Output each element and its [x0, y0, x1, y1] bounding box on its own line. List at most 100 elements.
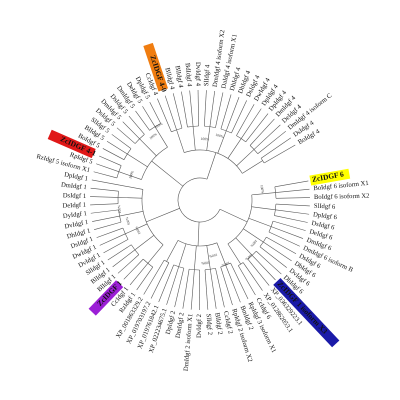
leaf-branch: [190, 269, 195, 310]
clade-stem: [146, 208, 180, 223]
leaf-branch: [96, 163, 119, 172]
bootstrap-value: 100%: [128, 170, 135, 179]
leaf-branch: [197, 90, 199, 127]
leaf-branch: [93, 221, 122, 230]
leaf-branch: [90, 196, 119, 198]
subclade-arc: [204, 267, 216, 271]
subclade-stem: [227, 138, 242, 159]
leaf-label: BoIdgf 6 isoform X2: [314, 193, 370, 201]
leaf-branch: [215, 268, 225, 308]
bootstrap-value: 100%: [244, 253, 253, 262]
highlight-band: [143, 42, 169, 92]
leaf-label: SlIdgf 4: [203, 64, 211, 87]
leaf-branch: [149, 102, 161, 124]
leaf-branch: [268, 231, 300, 247]
leaf-label: DsIdgf 1: [63, 192, 86, 200]
bootstrap-value: 100%: [154, 122, 163, 130]
leaf-branch: [103, 239, 129, 254]
leaf-branch: [99, 155, 122, 166]
clade-stem: [197, 221, 200, 246]
clade-arc: [227, 194, 253, 245]
highlight-band: [309, 168, 351, 186]
leaf-branch: [107, 244, 132, 261]
leaf-branch: [157, 98, 172, 132]
clade-arc: [141, 146, 168, 180]
leaf-branch: [220, 266, 233, 306]
leaf-branch: [92, 215, 120, 222]
subclade-arc: [118, 209, 122, 223]
subclade-stem: [125, 223, 148, 235]
subclade-stem: [178, 243, 187, 267]
subclade-arc: [259, 236, 267, 247]
leaf-branch: [231, 100, 247, 134]
subclade-stem: [251, 192, 276, 196]
bootstrap-value: 100%: [209, 253, 218, 259]
bootstrap-value: 100%: [215, 133, 224, 139]
bootstrap-value: 100%: [250, 239, 258, 248]
bootstrap-value: 100%: [117, 205, 122, 214]
clade-stem: [206, 152, 217, 180]
subclade-arc: [123, 148, 132, 160]
leaf-branch: [181, 91, 188, 128]
bootstrap-value: 100%: [134, 226, 141, 235]
subclade-stem: [217, 130, 227, 154]
leaf-branch: [251, 255, 276, 281]
leaf-branch: [259, 246, 287, 268]
leaf-label: SlIdgf 2: [205, 313, 214, 335]
leaf-branch: [225, 265, 241, 303]
leaf-branch: [247, 258, 270, 286]
leaf-branch: [275, 209, 310, 215]
clade-stem: [151, 160, 184, 187]
subclade-stem: [166, 240, 179, 262]
leaf-branch: [116, 127, 136, 144]
leaf-label: DsIdgf 6: [311, 220, 336, 232]
subclade-arc: [171, 127, 183, 133]
subclade-stem: [118, 197, 143, 199]
bootstrap-value: 100%: [149, 132, 158, 140]
subclade-arc: [236, 135, 246, 143]
subclade-stem: [154, 126, 168, 148]
bootstrap-labels: 100%100%100%100%100%100%100%100%100%100%…: [117, 122, 265, 267]
leaf-label: DvIdgf 2: [196, 314, 203, 338]
subclade-stem: [235, 237, 253, 256]
leaf-branch: [122, 121, 140, 139]
subclade-arc: [220, 128, 232, 134]
subclade-arc: [131, 244, 140, 255]
leaf-branch: [90, 203, 119, 206]
leaf-branch: [91, 179, 120, 186]
bootstrap-value: 100%: [201, 260, 210, 265]
subclade-stem: [242, 160, 263, 174]
leaf-branch: [128, 115, 145, 135]
leaf-branch: [129, 263, 149, 286]
leaf-branch: [182, 269, 190, 309]
subclade-stem: [194, 245, 197, 270]
leaf-branch: [158, 264, 174, 303]
leaf-branch: [245, 113, 269, 143]
subclade-stem: [192, 126, 196, 151]
leaf-branch: [215, 92, 224, 128]
leaf-branch: [123, 258, 144, 280]
leaf-branch: [96, 227, 124, 238]
leaf-branch: [150, 262, 170, 299]
leaf-branch: [271, 226, 304, 239]
leaf-branch: [166, 266, 180, 305]
clade-arc: [184, 149, 243, 174]
leaf-branch: [164, 95, 177, 130]
leaf-branch: [117, 254, 140, 274]
leaf-branch: [111, 134, 132, 149]
clade-arc: [177, 240, 217, 247]
subclade-stem: [119, 184, 144, 190]
subclade-stem: [227, 243, 242, 265]
subclade-stem: [236, 149, 255, 167]
subclade-arc: [142, 258, 153, 268]
clade-stem: [219, 208, 248, 223]
leaf-branch: [99, 233, 126, 246]
leaf-label: BlIdgf 4: [173, 65, 184, 89]
subclade-stem: [206, 126, 211, 151]
subclade-arc: [116, 165, 122, 179]
subclade-stem: [127, 153, 148, 168]
leaf-branch: [275, 203, 310, 207]
subclade-stem: [139, 138, 157, 157]
